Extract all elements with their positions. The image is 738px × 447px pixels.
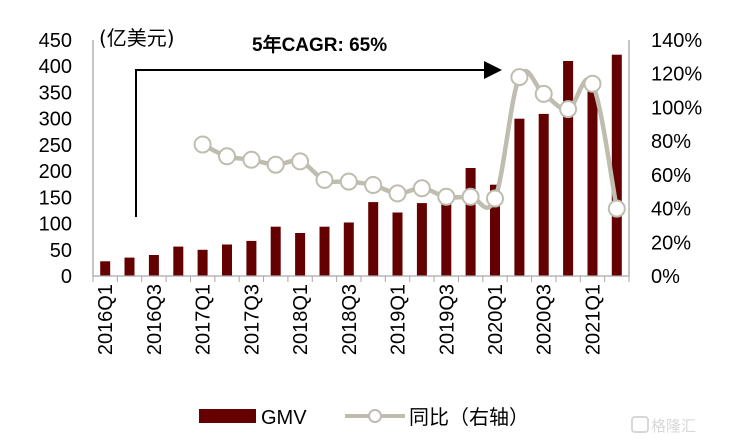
legend-label-gmv: GMV bbox=[261, 407, 307, 429]
cagr-annotation: 5年CAGR: 65% bbox=[252, 33, 387, 56]
bar-2019Q1 bbox=[392, 212, 403, 276]
yoy-point-2018Q4 bbox=[364, 176, 383, 194]
yoy-point-2020Q3 bbox=[534, 84, 553, 103]
left-tick-label: 50 bbox=[50, 240, 72, 262]
yoy-point-2017Q1 bbox=[193, 135, 212, 154]
yoy-point-2017Q3 bbox=[242, 150, 261, 169]
left-tick-label: 300 bbox=[39, 109, 72, 131]
left-tick-label: 450 bbox=[39, 30, 72, 52]
legend: GMV 同比（右轴） bbox=[199, 406, 529, 429]
left-tick-label: 250 bbox=[39, 135, 72, 157]
bar-2016Q1 bbox=[100, 261, 111, 276]
axes bbox=[92, 40, 630, 282]
cagr-arrowhead-icon bbox=[484, 61, 502, 79]
x-tick-label: 2020Q1 bbox=[485, 284, 507, 355]
cagr-arrow bbox=[135, 61, 502, 217]
x-tick-label: 2017Q3 bbox=[241, 284, 263, 355]
x-tick-label: 2018Q1 bbox=[290, 284, 312, 355]
bar-2019Q4 bbox=[465, 168, 476, 276]
legend-label-yoy: 同比（右轴） bbox=[409, 406, 529, 429]
left-tick-label: 0 bbox=[61, 266, 72, 288]
right-tick-label: 60% bbox=[651, 165, 691, 187]
left-axis-ticks: 0 50 100 150 200 250 300 350 400 450 bbox=[39, 30, 72, 288]
bar-2017Q1 bbox=[197, 249, 208, 276]
bar-2019Q3 bbox=[441, 194, 452, 276]
bar-2020Q4 bbox=[563, 61, 574, 276]
yoy-point-2017Q4 bbox=[266, 155, 285, 174]
bar-2020Q3 bbox=[538, 113, 549, 277]
bar-2018Q3 bbox=[343, 222, 354, 276]
watermark-text: 格隆汇 bbox=[651, 417, 696, 435]
x-tick-label: 2019Q3 bbox=[436, 284, 458, 355]
bar-2016Q3 bbox=[148, 255, 159, 276]
bar-2018Q1 bbox=[295, 233, 306, 276]
yoy-point-2018Q2 bbox=[315, 170, 334, 189]
yoy-point-2019Q1 bbox=[388, 184, 407, 203]
watermark-logo-icon bbox=[631, 416, 649, 433]
bar-2017Q4 bbox=[270, 226, 281, 276]
x-tick-label: 2016Q3 bbox=[144, 284, 166, 355]
left-tick-label: 350 bbox=[39, 82, 72, 104]
bar-2017Q3 bbox=[246, 240, 257, 276]
bar-2017Q2 bbox=[222, 244, 232, 276]
bar-2018Q4 bbox=[368, 202, 379, 276]
right-tick-label: 80% bbox=[651, 131, 691, 153]
yoy-point-2017Q2 bbox=[218, 147, 236, 166]
yoy-point-2018Q1 bbox=[291, 152, 310, 171]
x-tick-label: 2021Q1 bbox=[583, 284, 605, 355]
x-tick-label: 2019Q1 bbox=[388, 284, 410, 355]
yoy-point-2020Q1 bbox=[486, 189, 504, 208]
right-tick-label: 40% bbox=[651, 199, 691, 221]
bar-2018Q2 bbox=[319, 226, 330, 276]
line-series-yoy bbox=[193, 68, 626, 218]
left-tick-label: 150 bbox=[39, 187, 72, 209]
bar-2021Q1 bbox=[587, 89, 598, 276]
bar-2019Q2 bbox=[416, 203, 427, 276]
yoy-point-2020Q4 bbox=[559, 100, 578, 119]
x-tick-label: 2017Q1 bbox=[193, 284, 215, 355]
yoy-point-2018Q3 bbox=[339, 172, 358, 191]
right-tick-label: 20% bbox=[651, 232, 691, 254]
watermark: 格隆汇 bbox=[631, 416, 696, 435]
x-tick-label: 2018Q3 bbox=[339, 284, 361, 355]
yoy-point-2019Q4 bbox=[461, 187, 480, 206]
bar-2016Q2 bbox=[124, 257, 135, 276]
right-tick-label: 100% bbox=[651, 97, 702, 119]
x-axis-ticks: 2016Q1 2016Q3 2017Q1 2017Q3 2018Q1 2018Q3 2019… bbox=[95, 284, 604, 355]
x-tick-label: 2020Q3 bbox=[534, 284, 556, 355]
yoy-point-2019Q3 bbox=[437, 187, 456, 206]
left-tick-label: 200 bbox=[39, 161, 72, 183]
right-axis-ticks: 0% 20% 40% 60% 80% 100% 120% 140% bbox=[651, 30, 702, 288]
x-tick-label: 2016Q1 bbox=[95, 284, 117, 355]
yoy-point-2019Q2 bbox=[412, 179, 431, 198]
left-tick-label: 100 bbox=[39, 214, 72, 236]
bar-2016Q4 bbox=[173, 246, 184, 276]
bar-2020Q2 bbox=[514, 118, 525, 276]
yoy-point-2021Q2 bbox=[607, 199, 626, 218]
yoy-line-path bbox=[201, 68, 620, 210]
bar-2020Q1 bbox=[490, 184, 500, 276]
legend-swatch-gmv bbox=[199, 409, 256, 423]
left-tick-label: 400 bbox=[39, 56, 72, 78]
left-axis-unit-label: (亿美元) bbox=[99, 26, 175, 50]
bar-series-gmv bbox=[100, 54, 622, 277]
yoy-point-2020Q2 bbox=[510, 68, 529, 87]
bar-2021Q2 bbox=[611, 54, 622, 277]
yoy-point-2021Q1 bbox=[583, 74, 602, 93]
right-tick-label: 140% bbox=[651, 30, 702, 52]
legend-swatch-yoy-marker bbox=[368, 409, 382, 423]
right-tick-label: 0% bbox=[651, 266, 680, 288]
right-tick-label: 120% bbox=[651, 64, 702, 86]
cagr-arrow-line bbox=[135, 69, 486, 217]
